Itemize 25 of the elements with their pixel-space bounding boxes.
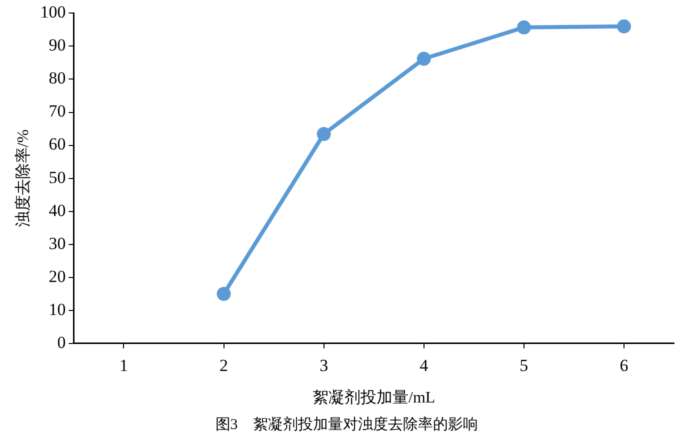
y-tick-label: 40 [48,200,66,220]
x-tick-label: 2 [220,356,228,376]
y-tick-label: 90 [48,36,66,55]
point [416,52,431,66]
x-tick-label: 6 [620,356,628,376]
point [616,19,631,34]
x-tick-label: 4 [420,356,429,376]
y-tick-label: 50 [48,168,66,187]
point [216,286,231,301]
y-tick-label: 60 [48,134,66,154]
y-axis-title: 浊度去除率/% [14,129,32,228]
x-tick-label: 3 [320,356,328,376]
y-tick-label: 0 [57,332,66,352]
y-tick-label: 10 [48,300,66,319]
text: 图3 絮凝剂投加量对浊度去除率的影响 [215,416,478,433]
y-tick-label: 20 [48,266,66,286]
x-axis-title: 絮凝剂投加量/mL [312,388,436,407]
x-tick-label: 1 [119,356,128,376]
y-tick-label: 70 [48,102,66,121]
y-tick-label: 100 [40,2,66,22]
y-tick-label: 30 [48,234,66,253]
y-tick-label: 80 [48,68,66,88]
point [516,20,531,34]
point [316,127,331,142]
x-tick-label: 5 [520,356,528,376]
